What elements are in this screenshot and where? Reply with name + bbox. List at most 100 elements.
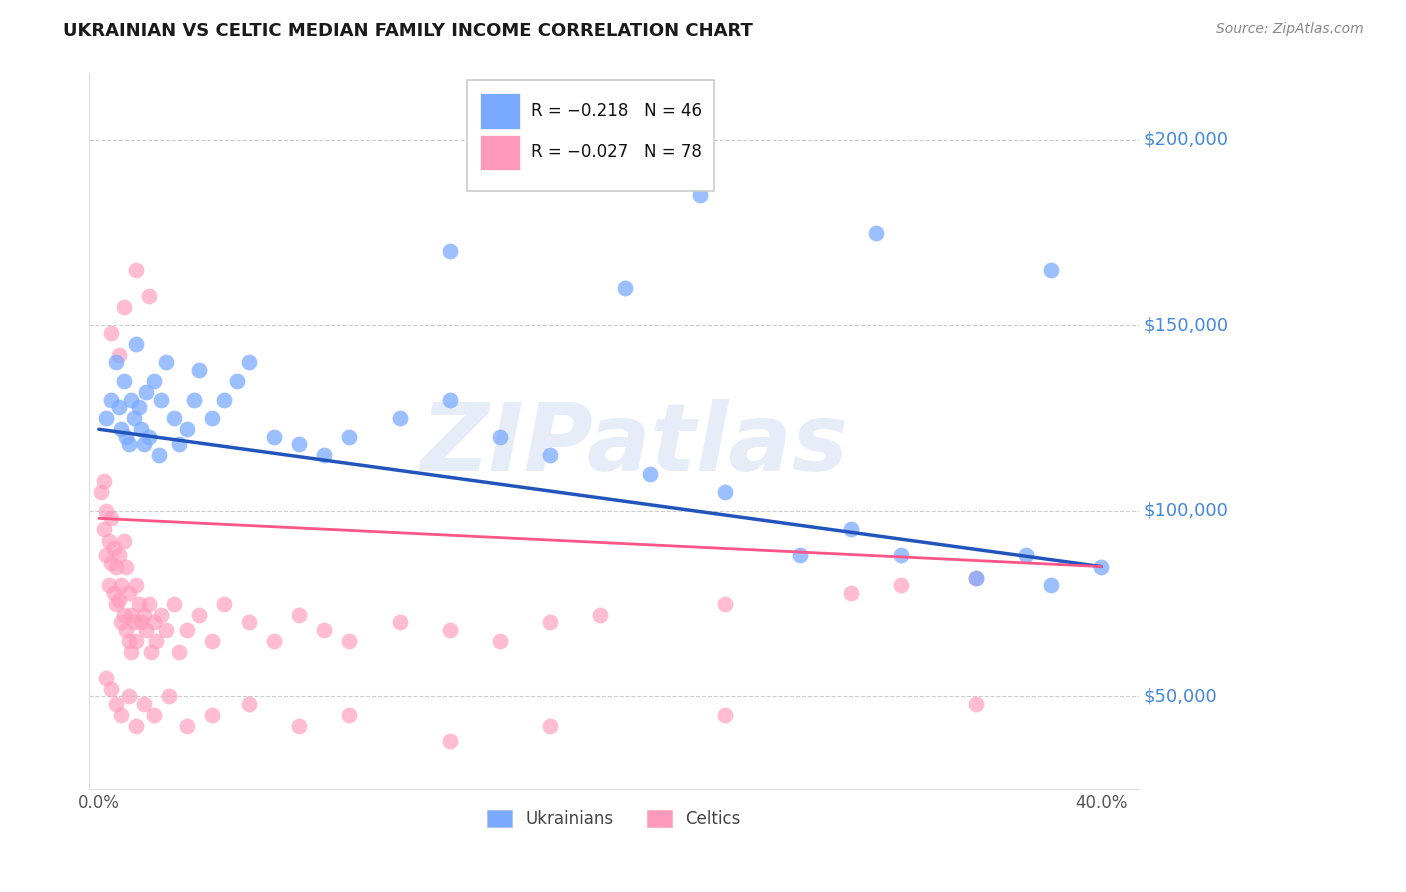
- Text: Source: ZipAtlas.com: Source: ZipAtlas.com: [1216, 22, 1364, 37]
- Point: [965, 571, 987, 585]
- Point: [238, 697, 260, 711]
- Point: [115, 559, 138, 574]
- Point: [176, 719, 198, 733]
- Point: [288, 607, 311, 622]
- Point: [100, 511, 122, 525]
- Point: [115, 430, 138, 444]
- Point: [212, 597, 235, 611]
- Point: [132, 697, 155, 711]
- Point: [135, 385, 157, 400]
- Point: [150, 392, 173, 407]
- Point: [115, 623, 138, 637]
- Point: [388, 411, 411, 425]
- Point: [128, 597, 150, 611]
- Point: [188, 607, 211, 622]
- Point: [439, 392, 461, 407]
- Text: ZIPatlas: ZIPatlas: [420, 400, 849, 491]
- Point: [714, 597, 737, 611]
- Point: [890, 578, 912, 592]
- Point: [93, 523, 115, 537]
- Text: R = −0.027   N = 78: R = −0.027 N = 78: [531, 144, 702, 161]
- Point: [120, 607, 142, 622]
- Point: [105, 597, 128, 611]
- Point: [122, 411, 145, 425]
- Point: [112, 300, 135, 314]
- Point: [638, 467, 661, 481]
- Point: [339, 430, 361, 444]
- Point: [125, 719, 148, 733]
- Point: [1040, 578, 1063, 592]
- Point: [118, 437, 141, 451]
- Point: [97, 578, 120, 592]
- Point: [118, 633, 141, 648]
- Point: [125, 578, 148, 592]
- Point: [176, 422, 198, 436]
- Point: [238, 615, 260, 630]
- Point: [103, 585, 125, 599]
- Point: [96, 411, 118, 425]
- Point: [125, 633, 148, 648]
- Point: [439, 623, 461, 637]
- Point: [200, 411, 222, 425]
- Point: [125, 262, 148, 277]
- Point: [93, 474, 115, 488]
- Point: [138, 288, 160, 302]
- Point: [439, 244, 461, 259]
- Point: [488, 633, 510, 648]
- Point: [125, 337, 148, 351]
- Point: [538, 448, 561, 462]
- FancyBboxPatch shape: [481, 93, 520, 128]
- Point: [789, 549, 811, 563]
- Point: [589, 607, 612, 622]
- Point: [131, 422, 153, 436]
- Point: [714, 708, 737, 723]
- Point: [100, 392, 122, 407]
- Point: [131, 615, 153, 630]
- Text: $100,000: $100,000: [1144, 502, 1229, 520]
- Point: [148, 448, 170, 462]
- Point: [122, 615, 145, 630]
- Point: [238, 355, 260, 369]
- Text: $200,000: $200,000: [1144, 131, 1229, 149]
- Point: [839, 523, 862, 537]
- Point: [135, 623, 157, 637]
- Point: [103, 541, 125, 555]
- Point: [96, 671, 118, 685]
- Point: [183, 392, 205, 407]
- Point: [263, 633, 285, 648]
- FancyBboxPatch shape: [467, 80, 713, 191]
- Point: [488, 430, 510, 444]
- Text: UKRAINIAN VS CELTIC MEDIAN FAMILY INCOME CORRELATION CHART: UKRAINIAN VS CELTIC MEDIAN FAMILY INCOME…: [63, 22, 754, 40]
- Point: [163, 411, 186, 425]
- Point: [263, 430, 285, 444]
- Point: [138, 597, 160, 611]
- Point: [200, 633, 222, 648]
- Point: [614, 281, 637, 295]
- Point: [108, 593, 131, 607]
- Text: $50,000: $50,000: [1144, 688, 1218, 706]
- Point: [105, 559, 128, 574]
- Point: [388, 615, 411, 630]
- Point: [176, 623, 198, 637]
- Point: [167, 645, 190, 659]
- Point: [339, 708, 361, 723]
- Point: [110, 422, 132, 436]
- Point: [865, 226, 887, 240]
- Point: [157, 690, 180, 704]
- Point: [212, 392, 235, 407]
- Point: [112, 374, 135, 388]
- Point: [288, 719, 311, 733]
- FancyBboxPatch shape: [481, 135, 520, 170]
- Point: [105, 355, 128, 369]
- Point: [145, 633, 167, 648]
- Point: [339, 633, 361, 648]
- Point: [120, 645, 142, 659]
- Point: [890, 549, 912, 563]
- Point: [225, 374, 247, 388]
- Point: [132, 437, 155, 451]
- Point: [96, 504, 118, 518]
- Point: [288, 437, 311, 451]
- Point: [714, 485, 737, 500]
- Point: [120, 392, 142, 407]
- Point: [110, 615, 132, 630]
